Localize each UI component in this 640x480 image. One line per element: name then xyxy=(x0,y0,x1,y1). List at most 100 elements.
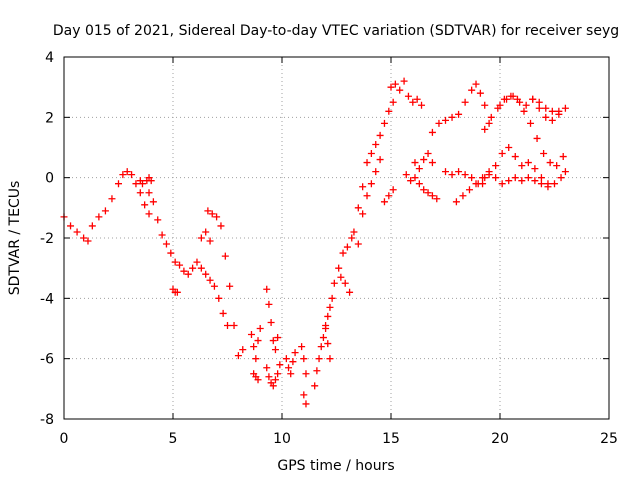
data-point xyxy=(561,104,569,112)
data-point xyxy=(376,131,384,139)
data-point xyxy=(88,222,96,230)
data-point xyxy=(542,113,550,121)
data-point xyxy=(291,349,299,357)
data-point xyxy=(123,168,131,176)
data-point xyxy=(171,258,179,266)
data-point xyxy=(396,86,404,94)
data-point xyxy=(527,119,535,127)
data-point xyxy=(267,318,275,326)
data-point xyxy=(80,234,88,242)
data-point xyxy=(531,165,539,173)
data-point xyxy=(424,150,432,158)
data-point xyxy=(363,192,371,200)
data-point xyxy=(274,334,282,342)
data-point xyxy=(376,156,384,164)
data-point xyxy=(315,355,323,363)
data-point xyxy=(496,101,504,109)
data-point xyxy=(145,189,153,197)
data-point xyxy=(407,177,415,185)
data-point xyxy=(343,243,351,251)
data-point xyxy=(234,352,242,360)
data-point xyxy=(553,162,561,170)
data-point xyxy=(415,165,423,173)
data-point xyxy=(197,234,205,242)
data-point xyxy=(250,343,258,351)
data-point xyxy=(442,116,449,124)
data-point xyxy=(324,340,332,348)
data-point xyxy=(132,180,140,188)
data-point xyxy=(221,252,229,260)
data-point xyxy=(418,101,426,109)
data-point xyxy=(147,177,155,185)
data-point xyxy=(551,180,558,188)
data-point xyxy=(535,98,543,106)
data-point xyxy=(271,346,279,354)
data-point xyxy=(263,364,271,372)
data-point xyxy=(516,98,524,106)
data-point xyxy=(226,282,234,290)
data-point xyxy=(413,95,421,103)
data-point xyxy=(476,89,484,97)
data-point xyxy=(95,213,103,221)
y-axis-label: SDTVAR / TECUs xyxy=(7,181,23,296)
data-point xyxy=(459,192,467,200)
data-point xyxy=(302,400,310,408)
data-point xyxy=(409,98,417,106)
data-point xyxy=(531,177,539,185)
data-point xyxy=(372,168,380,176)
data-point xyxy=(269,382,277,390)
data-point xyxy=(247,331,255,339)
data-point xyxy=(254,376,262,384)
data-point xyxy=(452,198,460,206)
data-point xyxy=(193,258,201,266)
x-tick-label: 20 xyxy=(491,431,509,447)
data-point xyxy=(285,364,293,372)
data-point xyxy=(367,180,375,188)
data-point xyxy=(391,80,399,88)
axis-ticks xyxy=(63,56,610,420)
data-point xyxy=(176,261,184,269)
data-point xyxy=(354,204,362,212)
data-point xyxy=(167,249,175,257)
data-point xyxy=(461,98,469,106)
x-tick-label: 10 xyxy=(273,431,291,447)
data-point xyxy=(402,171,410,179)
data-point xyxy=(265,300,273,308)
data-point xyxy=(428,159,436,167)
data-point xyxy=(252,355,260,363)
data-point xyxy=(389,98,397,106)
data-point xyxy=(136,189,144,197)
y-tick-label: 0 xyxy=(45,171,54,187)
data-point xyxy=(119,171,127,179)
data-point xyxy=(485,171,493,179)
data-point xyxy=(208,210,216,218)
data-point xyxy=(522,101,530,109)
data-point xyxy=(141,201,149,209)
data-point xyxy=(498,150,506,158)
data-point xyxy=(287,370,295,378)
data-point xyxy=(415,180,423,188)
data-point xyxy=(180,267,188,275)
data-point xyxy=(219,309,227,317)
x-axis-label: GPS time / hours xyxy=(277,458,394,474)
data-point xyxy=(265,373,273,381)
data-point xyxy=(455,110,463,118)
data-point xyxy=(561,168,569,176)
data-point xyxy=(145,210,153,218)
data-point xyxy=(372,140,380,148)
data-point xyxy=(411,159,419,167)
data-point xyxy=(479,174,487,182)
data-point xyxy=(256,325,264,332)
data-point xyxy=(330,279,338,287)
data-point xyxy=(319,334,327,342)
data-point xyxy=(346,288,354,296)
data-point xyxy=(210,282,218,290)
data-point xyxy=(479,180,487,188)
data-point xyxy=(544,180,552,188)
data-point xyxy=(274,370,282,378)
data-point xyxy=(202,270,210,278)
data-point xyxy=(189,264,197,272)
y-tick-labels: -8 -6 -4 -2 0 2 4 xyxy=(40,50,54,428)
y-tick-label: -8 xyxy=(40,412,54,428)
data-point xyxy=(350,228,358,236)
